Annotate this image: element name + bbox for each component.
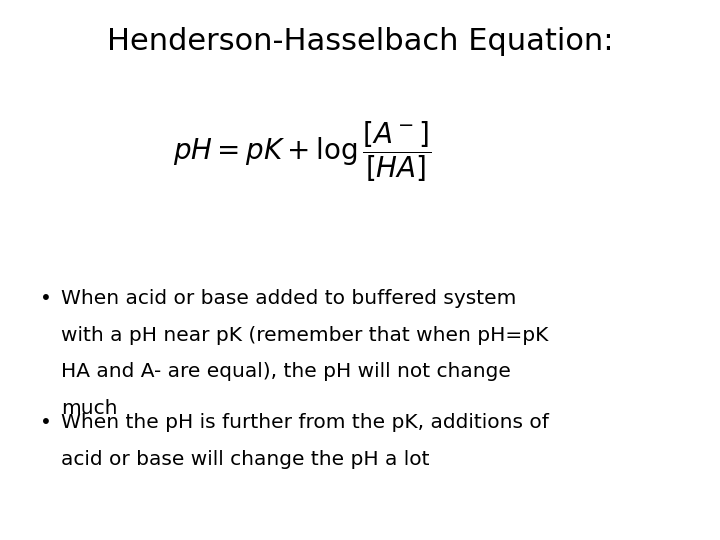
Text: $pH = pK + \log\dfrac{[A^-]}{[HA]}$: $pH = pK + \log\dfrac{[A^-]}{[HA]}$ [173, 119, 432, 184]
Text: acid or base will change the pH a lot: acid or base will change the pH a lot [61, 450, 430, 469]
Text: When the pH is further from the pK, additions of: When the pH is further from the pK, addi… [61, 413, 549, 432]
Text: •: • [40, 413, 51, 432]
Text: When acid or base added to buffered system: When acid or base added to buffered syst… [61, 289, 516, 308]
Text: with a pH near pK (remember that when pH=pK: with a pH near pK (remember that when pH… [61, 326, 549, 345]
Text: much: much [61, 399, 117, 418]
Text: •: • [40, 289, 51, 308]
Text: Henderson-Hasselbach Equation:: Henderson-Hasselbach Equation: [107, 27, 613, 56]
Text: HA and A- are equal), the pH will not change: HA and A- are equal), the pH will not ch… [61, 362, 511, 381]
